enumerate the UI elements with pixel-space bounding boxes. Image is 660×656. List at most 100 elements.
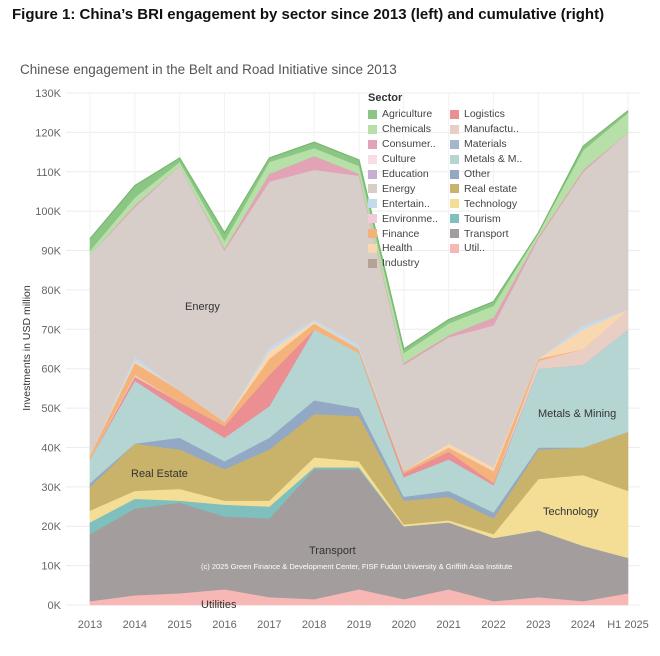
legend: Sector Agriculture Chemicals Consumer.. Cul…: [368, 92, 598, 271]
x-tick-label: 2022: [481, 619, 505, 631]
legend-label: Environme..: [382, 212, 439, 225]
legend-title: Sector: [368, 92, 403, 104]
legend-label: Agriculture: [382, 108, 433, 121]
legend-item[interactable]: Technology: [450, 196, 538, 211]
legend-label: Transport: [464, 227, 509, 240]
legend-label: Other: [464, 168, 491, 180]
legend-label: Tourism: [464, 212, 501, 225]
legend-swatch: [368, 258, 377, 268]
legend-swatch: [368, 229, 377, 239]
legend-item[interactable]: Real estate: [450, 181, 538, 196]
y-tick-label: 0K: [48, 600, 62, 612]
y-tick-label: 40K: [41, 442, 61, 454]
annotations: Energy Real Estate Transport Utilities M…: [131, 301, 616, 611]
x-tick-label: 2015: [167, 619, 191, 631]
legend-item[interactable]: Agriculture: [368, 107, 450, 122]
area-series-group: [89, 110, 629, 606]
legend-label: Finance: [382, 227, 420, 240]
legend-label: Energy: [382, 182, 416, 195]
x-tick-label: 2019: [347, 619, 371, 631]
legend-item[interactable]: Environme..: [368, 211, 450, 226]
x-tick-label: 2016: [212, 619, 236, 631]
legend-item[interactable]: Consumer..: [368, 137, 450, 152]
x-tick-label: 2020: [392, 619, 416, 631]
legend-swatch: [450, 109, 459, 119]
legend-item[interactable]: Health: [368, 241, 450, 256]
legend-swatch: [368, 124, 377, 134]
annotation-metals-mining: Metals & Mining: [538, 408, 616, 420]
legend-swatch: [368, 109, 377, 119]
x-tick-label: 2017: [257, 619, 281, 631]
legend-item[interactable]: Materials: [450, 137, 538, 152]
legend-swatch: [450, 199, 459, 209]
legend-swatch: [450, 154, 459, 164]
legend-label: Industry: [382, 257, 420, 270]
y-tick-label: 30K: [41, 482, 61, 494]
legend-item[interactable]: Finance: [368, 226, 450, 241]
legend-label: Real estate: [464, 182, 518, 195]
legend-item[interactable]: Education: [368, 167, 450, 182]
x-tick-label: H1 2025: [607, 619, 649, 631]
y-tick-label: 110K: [36, 167, 62, 179]
x-tick-label: 2021: [436, 619, 460, 631]
legend-swatch: [450, 169, 459, 179]
legend-item[interactable]: Util..: [450, 241, 538, 256]
legend-item[interactable]: Chemicals: [368, 122, 450, 137]
legend-swatch: [450, 139, 459, 149]
legend-swatch: [368, 199, 377, 209]
y-tick-label: 10K: [41, 561, 61, 573]
y-tick-label: 20K: [41, 521, 61, 533]
legend-item[interactable]: Industry: [368, 256, 450, 271]
legend-label: Manufactu..: [464, 123, 519, 136]
annotation-technology: Technology: [543, 506, 599, 518]
chart-title: Chinese engagement in the Belt and Road …: [20, 62, 397, 77]
legend-item[interactable]: Metals & M..: [450, 152, 538, 167]
legend-swatch: [368, 214, 377, 224]
legend-items: Agriculture Chemicals Consumer.. Culture Edu…: [368, 107, 598, 271]
annotation-transport: Transport: [309, 545, 356, 557]
figure-title: Figure 1: China’s BRI engagement by sect…: [12, 6, 605, 23]
y-tick-label: 100K: [35, 206, 61, 218]
legend-label: Metals & M..: [464, 153, 523, 166]
legend-item[interactable]: Tourism: [450, 211, 538, 226]
legend-label: Entertain..: [382, 197, 430, 210]
y-axis-label: Investments in USD million: [21, 285, 33, 411]
y-tick-label: 90K: [41, 246, 61, 258]
legend-swatch: [450, 124, 459, 134]
x-tick-label: 2023: [526, 619, 550, 631]
legend-swatch: [450, 214, 459, 224]
x-tick-label: 2013: [78, 619, 102, 631]
legend-item[interactable]: Logistics: [450, 107, 538, 122]
legend-swatch: [450, 243, 459, 253]
y-tick-label: 130K: [35, 88, 61, 100]
legend-label: Logistics: [464, 108, 505, 121]
legend-item[interactable]: Transport: [450, 226, 538, 241]
legend-label: Chemicals: [382, 123, 432, 136]
legend-item[interactable]: Energy: [368, 181, 450, 196]
legend-label: Culture: [382, 153, 416, 166]
legend-label: Util..: [464, 242, 485, 255]
legend-swatch: [450, 229, 459, 239]
total-outline: [89, 110, 629, 350]
legend-item[interactable]: Other: [450, 167, 538, 182]
legend-swatch: [368, 139, 377, 149]
y-tick-label: 60K: [41, 364, 61, 376]
y-tick-label: 120K: [35, 127, 61, 139]
legend-label: Health: [382, 242, 413, 255]
legend-swatch: [450, 184, 459, 194]
annotation-energy: Energy: [185, 301, 220, 313]
legend-item[interactable]: Manufactu..: [450, 122, 538, 137]
y-tick-label: 80K: [41, 285, 61, 297]
annotation-real-estate: Real Estate: [131, 468, 188, 480]
legend-swatch: [368, 169, 377, 179]
legend-item[interactable]: Entertain..: [368, 196, 450, 211]
legend-swatch: [368, 243, 377, 253]
credit-text: (c) 2025 Green Finance & Development Cen…: [201, 562, 513, 571]
y-tick-label: 70K: [41, 324, 61, 336]
legend-label: Education: [382, 168, 429, 180]
credit-box: (c) 2025 Green Finance & Development Cen…: [201, 562, 513, 571]
y-tick-label: 50K: [41, 403, 61, 415]
legend-item[interactable]: Culture: [368, 152, 450, 167]
legend-swatch: [368, 184, 377, 194]
